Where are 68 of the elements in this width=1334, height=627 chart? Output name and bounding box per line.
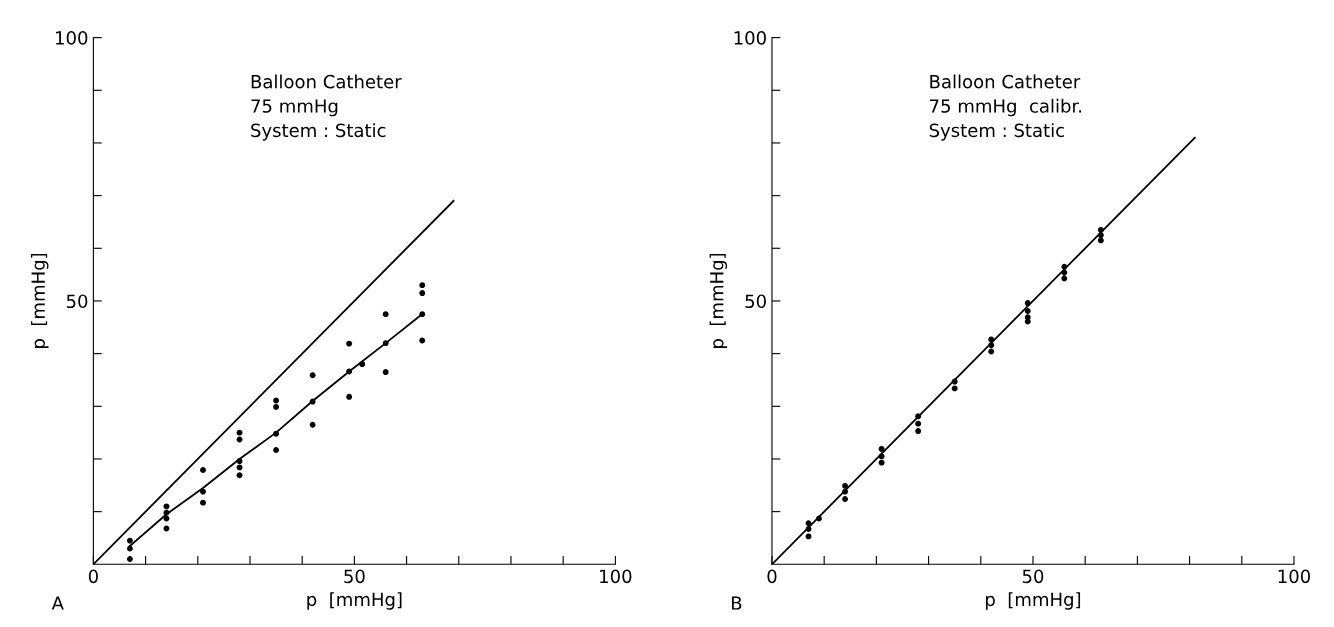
point [200, 488, 206, 495]
point [236, 436, 243, 443]
point [1061, 275, 1068, 282]
x-tick-label: 50 [344, 569, 365, 584]
point [842, 488, 849, 495]
text: A [51, 596, 64, 610]
point [1097, 226, 1104, 233]
point [419, 337, 426, 344]
point [842, 496, 849, 502]
point [346, 368, 353, 375]
point [951, 385, 958, 392]
point [915, 420, 922, 427]
point [236, 429, 243, 436]
point [419, 311, 426, 318]
point [915, 413, 922, 420]
x-tick-label: 50 [1022, 569, 1044, 584]
point [346, 393, 353, 400]
point [1097, 232, 1104, 239]
point [273, 403, 280, 410]
point [988, 348, 995, 355]
point [419, 282, 426, 289]
point [805, 533, 812, 540]
point [419, 290, 426, 297]
annotation: Balloon Catheter 75 mmHg System : Static [251, 74, 402, 141]
point [382, 369, 389, 376]
point [915, 428, 922, 434]
point [163, 503, 170, 510]
x-tick-label: 0 [767, 569, 777, 584]
point [988, 336, 995, 343]
point [359, 361, 366, 368]
point [126, 556, 133, 562]
point [200, 499, 206, 506]
point [236, 464, 243, 471]
point [273, 397, 280, 404]
x-tick-label: 100 [1278, 569, 1311, 584]
point [878, 459, 885, 466]
point [816, 515, 822, 522]
annotation: Balloon Catheter 75 mmHg calibr. System : Static [929, 74, 1082, 141]
point [163, 515, 170, 522]
point [126, 545, 133, 552]
point [1061, 263, 1068, 270]
point [309, 372, 316, 379]
point [382, 311, 389, 318]
point [382, 340, 389, 347]
point [273, 447, 280, 453]
point [126, 537, 133, 544]
x-axis-title: p [mmHg] [986, 592, 1081, 610]
point [236, 458, 243, 465]
point [805, 526, 812, 532]
point [988, 342, 995, 349]
point [273, 430, 280, 437]
point [309, 421, 316, 428]
point [805, 520, 812, 527]
y-axis-title: p [mmHg] [709, 253, 728, 348]
x-tick-label: 100 [600, 569, 632, 584]
point [878, 446, 885, 452]
point [309, 398, 316, 405]
text: B [731, 596, 742, 610]
x-axis-title: p [mmHg] [307, 592, 402, 610]
y-axis-title: p [mmHg] [31, 253, 49, 348]
point [1024, 300, 1031, 307]
point [1024, 308, 1031, 314]
point [163, 525, 170, 532]
x-tick-label: 0 [88, 569, 98, 584]
point [878, 453, 885, 460]
point [1097, 237, 1104, 244]
point [346, 340, 353, 347]
point [842, 482, 849, 489]
